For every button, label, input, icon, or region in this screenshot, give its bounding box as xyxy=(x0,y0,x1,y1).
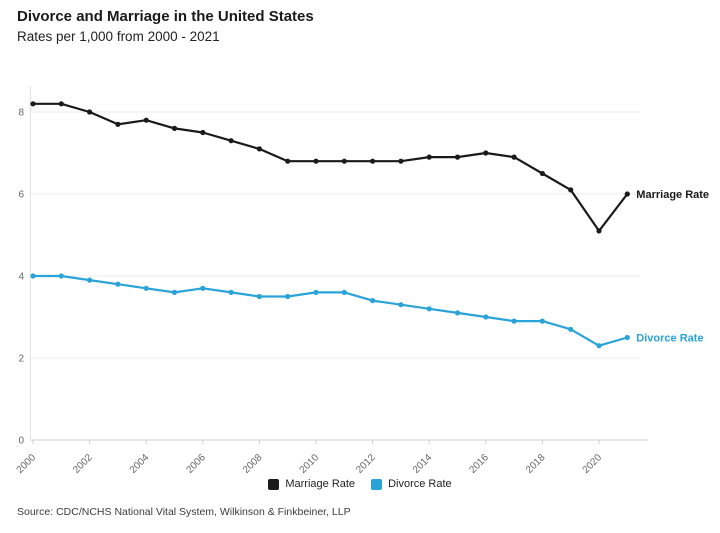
x-tick-label: 2004 xyxy=(128,452,152,475)
data-point-marker xyxy=(341,289,347,295)
data-point-marker xyxy=(313,289,319,295)
x-tick-label: 2006 xyxy=(184,452,208,475)
x-tick-label: 2002 xyxy=(71,452,95,475)
data-point-marker xyxy=(398,302,404,308)
data-point-marker xyxy=(256,293,262,300)
data-point-marker xyxy=(30,101,36,107)
data-point-marker xyxy=(200,129,206,136)
data-point-marker xyxy=(58,101,64,107)
data-point-marker xyxy=(596,343,602,349)
data-point-marker xyxy=(115,281,121,287)
data-point-marker xyxy=(568,187,574,193)
data-point-marker xyxy=(285,158,291,164)
legend-label-divorce-rate: Divorce Rate xyxy=(388,478,452,490)
data-point-marker xyxy=(228,138,234,144)
data-point-marker xyxy=(171,125,178,131)
divorce-rate-swatch-icon xyxy=(371,478,383,490)
x-tick-label: 2016 xyxy=(467,452,491,475)
data-point-marker xyxy=(398,158,404,164)
data-point-marker xyxy=(511,318,517,324)
y-tick-label: 0 xyxy=(18,436,24,447)
data-point-marker xyxy=(483,314,489,320)
data-point-marker xyxy=(539,318,546,324)
x-tick-label: 2012 xyxy=(354,452,378,475)
line-chart-plot-area: 0 2 4 6 8 2000 2002 2004 2006 2008 2010 2012 2014 201… xyxy=(15,86,709,475)
data-point-marker xyxy=(624,191,630,197)
x-tick-label: 2014 xyxy=(411,452,435,475)
data-point-marker xyxy=(200,285,206,291)
data-point-marker xyxy=(370,158,376,164)
x-tick-label: 2018 xyxy=(524,452,548,475)
data-point-marker xyxy=(143,285,149,291)
series-line xyxy=(31,102,629,232)
y-tick-label: 8 xyxy=(18,108,24,119)
data-point-marker xyxy=(568,326,574,332)
data-point-marker xyxy=(426,154,432,160)
data-point-marker xyxy=(143,117,149,123)
x-tick-label: 2010 xyxy=(298,452,322,475)
legend-item-divorce-rate: Divorce Rate xyxy=(371,478,452,490)
y-tick-label: 4 xyxy=(18,272,24,283)
data-point-marker xyxy=(454,310,461,316)
chart-title: Divorce and Marriage in the United State… xyxy=(17,8,314,25)
data-point-marker xyxy=(341,158,347,164)
legend: Marriage Rate Divorce Rate xyxy=(0,478,720,490)
legend-item-marriage-rate: Marriage Rate xyxy=(268,478,355,490)
data-point-marker xyxy=(58,273,64,279)
data-point-marker xyxy=(87,277,93,283)
legend-label-marriage-rate: Marriage Rate xyxy=(285,478,356,490)
series-end-label: Marriage Rate xyxy=(636,189,709,201)
x-tick-label: 2008 xyxy=(241,452,265,475)
data-point-marker xyxy=(228,289,234,295)
data-point-marker xyxy=(171,289,178,295)
series-end-label: Divorce Rate xyxy=(636,333,703,345)
x-tick-label: 2000 xyxy=(15,452,39,475)
data-point-marker xyxy=(313,158,319,164)
data-point-marker xyxy=(256,146,262,152)
chart-subtitle: Rates per 1,000 from 2000 - 2021 xyxy=(17,29,220,44)
x-tick-label: 2020 xyxy=(581,452,605,475)
data-point-marker xyxy=(454,154,461,160)
data-point-marker xyxy=(624,334,630,341)
y-tick-label: 2 xyxy=(18,354,24,365)
data-point-marker xyxy=(596,228,602,234)
data-point-marker xyxy=(115,121,121,127)
source-note: Source: CDC/NCHS National Vital System, … xyxy=(17,506,351,518)
y-tick-label: 6 xyxy=(18,190,24,201)
data-point-marker xyxy=(370,298,376,304)
data-point-marker xyxy=(483,150,489,156)
data-point-marker xyxy=(30,273,36,279)
data-point-marker xyxy=(539,170,546,177)
data-point-marker xyxy=(511,154,517,160)
data-point-marker xyxy=(285,293,291,300)
marriage-rate-swatch-icon xyxy=(268,478,280,490)
data-point-marker xyxy=(426,306,432,312)
series-line xyxy=(31,274,629,347)
data-point-marker xyxy=(87,109,93,115)
